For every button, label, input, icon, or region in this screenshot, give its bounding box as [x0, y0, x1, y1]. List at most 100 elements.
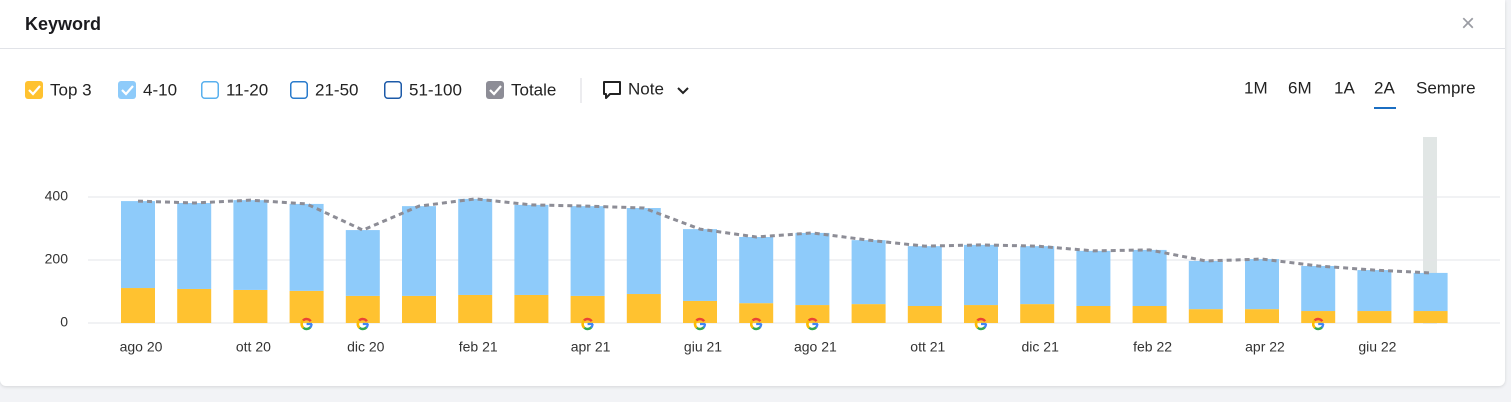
- google-update-icon: [300, 317, 313, 331]
- bar: [1301, 311, 1336, 323]
- bar: [683, 229, 717, 301]
- bar: [289, 290, 324, 323]
- bar: [1301, 265, 1336, 312]
- checkmark: [121, 85, 134, 96]
- bar: [514, 294, 549, 323]
- bar: [1245, 309, 1279, 323]
- bar: [402, 206, 436, 296]
- bar: [458, 294, 493, 323]
- icon-arc: [752, 325, 762, 331]
- google-update-icon: [693, 317, 707, 331]
- range-button[interactable]: Sempre: [1416, 78, 1476, 97]
- bar: [1076, 250, 1111, 306]
- icon-arc: [358, 325, 368, 331]
- icon-arc: [976, 317, 987, 323]
- icon-arc: [806, 319, 810, 329]
- y-tick-label: 400: [45, 188, 69, 204]
- close-button[interactable]: ×: [1461, 10, 1476, 37]
- x-tick-label: dic 21: [1022, 339, 1060, 355]
- x-tick-label: apr 21: [571, 339, 611, 355]
- bar: [1132, 249, 1167, 306]
- checkmark: [489, 85, 502, 96]
- range-button[interactable]: 6M: [1288, 78, 1312, 97]
- bar: [458, 198, 493, 295]
- icon-arc: [695, 325, 706, 331]
- x-tick-label: dic 20: [347, 339, 385, 355]
- bar: [851, 304, 886, 323]
- x-tick-label: feb 21: [459, 339, 498, 355]
- legend-label: Top 3: [50, 80, 92, 99]
- bar: [1357, 311, 1392, 323]
- checkbox: [201, 81, 219, 99]
- x-tick-label: ott 20: [236, 339, 271, 355]
- legend-item[interactable]: Top 3: [25, 80, 92, 99]
- icon-arc: [581, 319, 586, 329]
- note-button[interactable]: Note: [603, 79, 689, 99]
- range-button[interactable]: 1M: [1244, 78, 1268, 97]
- checkbox: [384, 81, 402, 99]
- icon-arc: [693, 319, 698, 329]
- bar: [402, 295, 436, 323]
- icon-arc: [751, 317, 762, 323]
- bar: [345, 230, 380, 296]
- bar: [233, 289, 268, 323]
- bar: [626, 294, 661, 323]
- icon-arc: [302, 325, 312, 331]
- bar: [514, 204, 549, 295]
- x-tick-label: feb 22: [1133, 339, 1172, 355]
- google-update-icon: [581, 317, 594, 331]
- icon-bar: [812, 322, 819, 329]
- legend-item[interactable]: 4-10: [118, 80, 177, 99]
- icon-arc: [302, 317, 312, 323]
- icon-arc: [976, 325, 987, 331]
- bar: [1188, 260, 1223, 310]
- legend-label: 21-50: [315, 80, 358, 99]
- checkbox: [118, 81, 136, 99]
- icon-arc: [300, 319, 305, 329]
- legend-item[interactable]: Totale: [486, 80, 556, 99]
- icon-bar: [306, 322, 313, 329]
- bar: [1020, 246, 1055, 305]
- range-button[interactable]: 1A: [1334, 78, 1355, 97]
- bar: [795, 305, 830, 323]
- icon-arc: [807, 317, 818, 323]
- icon-arc: [356, 319, 361, 329]
- legend-label: 51-100: [409, 80, 462, 99]
- checkmark: [28, 85, 41, 96]
- checkbox: [486, 81, 504, 99]
- google-update-icon: [356, 317, 369, 331]
- legend-item[interactable]: 51-100: [384, 80, 462, 99]
- x-tick-label: ott 21: [910, 339, 945, 355]
- icon-bar: [362, 322, 369, 329]
- icon-bar: [700, 322, 707, 329]
- google-update-icon: [806, 317, 819, 331]
- legend-item[interactable]: 21-50: [290, 80, 359, 99]
- chevron: [677, 87, 689, 95]
- icon-bar: [1318, 322, 1325, 329]
- bar: [121, 288, 155, 323]
- bar: [964, 305, 998, 323]
- chart: Note Top 3 4-10 11-20 21-50 51-100 Totale 1M 6M…: [25, 78, 1500, 355]
- icon-bar: [587, 322, 594, 329]
- y-tick-label: 0: [60, 314, 68, 330]
- x-tick-label: apr 22: [1245, 339, 1285, 355]
- bar: [851, 240, 886, 305]
- bar: [177, 288, 212, 323]
- note-label: Note: [628, 79, 664, 98]
- icon-arc: [974, 319, 979, 329]
- bar: [1413, 272, 1448, 312]
- bar: [1357, 270, 1392, 312]
- bar: [289, 203, 324, 291]
- legend-item[interactable]: 11-20: [201, 80, 268, 99]
- total-line: [137, 197, 1431, 275]
- y-tick-label: 200: [45, 251, 69, 267]
- x-tick-label: giu 22: [1358, 339, 1396, 355]
- bar: [795, 232, 830, 306]
- icon-bar: [756, 322, 763, 329]
- icon-arc: [583, 325, 593, 331]
- bar: [907, 246, 942, 306]
- bar: [1020, 304, 1055, 323]
- bar: [739, 237, 774, 304]
- x-tick-label: ago 20: [120, 339, 163, 355]
- range-button[interactable]: 2A: [1374, 78, 1395, 97]
